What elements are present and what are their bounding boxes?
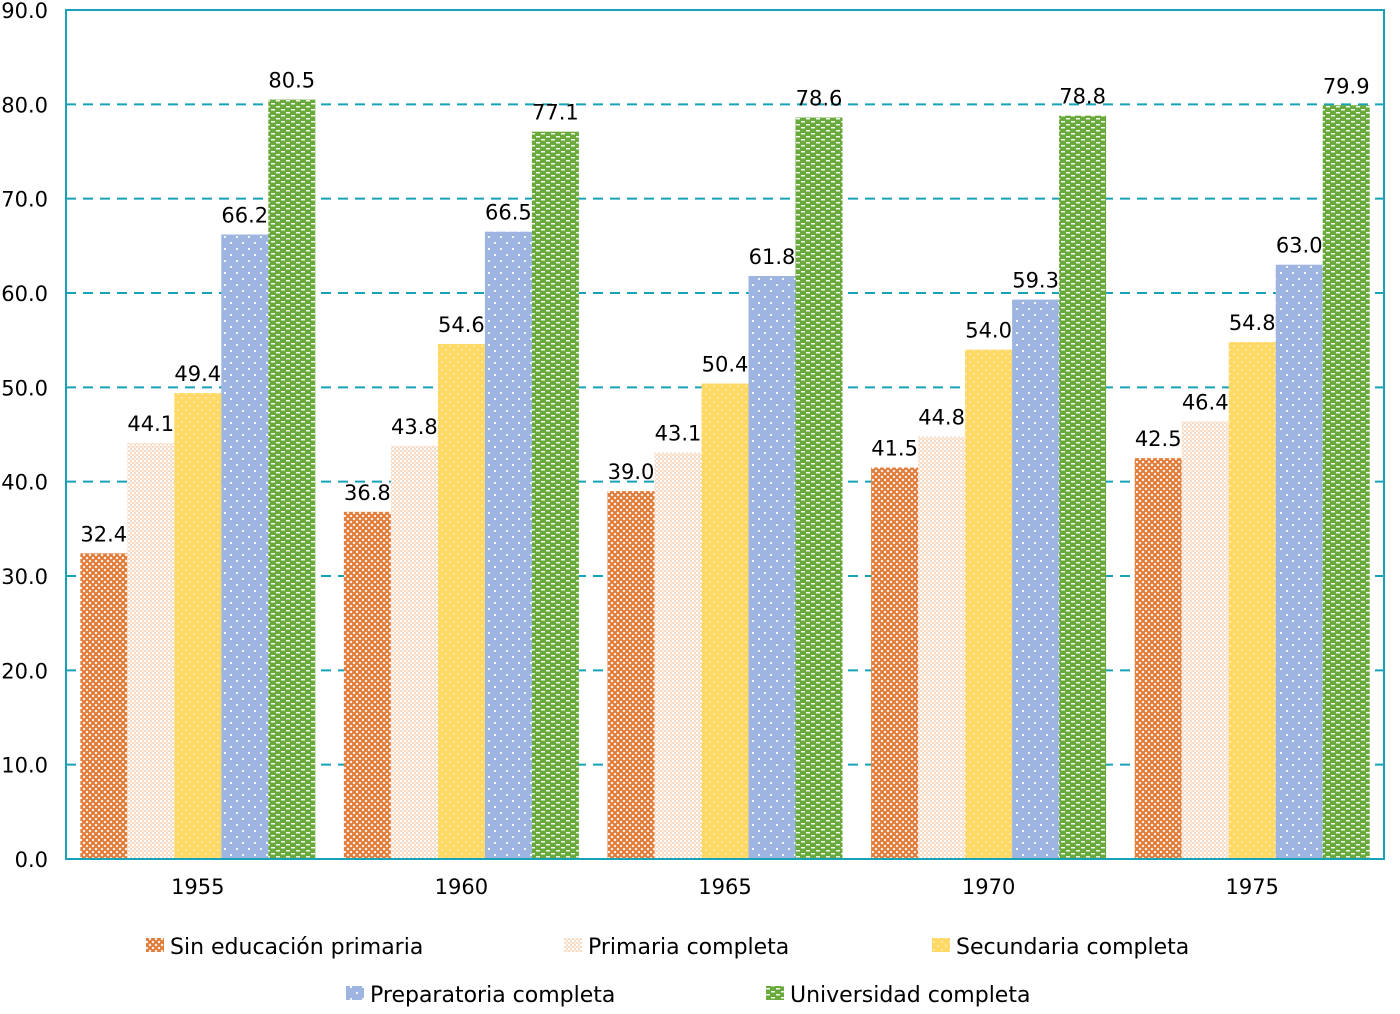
data-label: 66.5 — [485, 201, 532, 225]
data-label: 61.8 — [749, 245, 796, 269]
bar-secundaria-completa-1975 — [1228, 342, 1276, 859]
bar-primaria-completa-1965 — [654, 452, 702, 859]
legend-swatch — [932, 938, 950, 952]
data-label: 43.8 — [391, 415, 438, 439]
x-tick-label: 1970 — [962, 875, 1015, 899]
data-label: 54.6 — [438, 313, 485, 337]
bar-primaria-completa-1970 — [918, 436, 966, 859]
legend-swatch — [564, 938, 582, 952]
data-label: 77.1 — [532, 101, 579, 125]
legend-swatch — [766, 986, 784, 1000]
legend-label: Primaria completa — [588, 935, 789, 960]
legend-item: Preparatoria completa — [346, 983, 615, 1008]
data-label: 54.0 — [965, 319, 1012, 343]
y-tick-label: 80.0 — [1, 93, 48, 117]
data-label: 79.9 — [1323, 74, 1370, 98]
legend: Sin educación primaria Primaria completa S… — [146, 935, 1189, 1008]
data-label: 46.4 — [1182, 390, 1229, 414]
bar-universidad-completa-1965 — [795, 117, 843, 860]
bar-sin-educaci-n-primaria-1970 — [871, 467, 919, 859]
legend-item: Universidad completa — [766, 983, 1030, 1008]
bar-preparatoria-completa-1965 — [748, 276, 796, 859]
data-label: 44.8 — [918, 405, 965, 429]
x-axis-ticks: 1955 1960 1965 1970 1975 — [171, 875, 1279, 899]
data-label: 63.0 — [1276, 234, 1323, 258]
legend-label: Sin educación primaria — [170, 935, 423, 960]
data-label: 42.5 — [1135, 427, 1182, 451]
data-label: 80.5 — [268, 69, 315, 93]
legend-swatch — [146, 938, 164, 952]
data-label: 78.8 — [1059, 85, 1106, 109]
bar-preparatoria-completa-1960 — [484, 231, 532, 859]
y-tick-label: 20.0 — [1, 659, 48, 683]
bar-sin-educaci-n-primaria-1955 — [80, 553, 128, 859]
data-label: 43.1 — [655, 421, 702, 445]
legend-item: Sin educación primaria — [146, 935, 423, 960]
plot-frame — [65, 9, 1385, 860]
x-tick-label: 1975 — [1225, 875, 1278, 899]
y-tick-label: 30.0 — [1, 565, 48, 589]
bar-primaria-completa-1975 — [1181, 421, 1229, 859]
bar-sin-educaci-n-primaria-1965 — [607, 491, 655, 859]
bar-secundaria-completa-1960 — [437, 343, 485, 859]
legend-item: Primaria completa — [564, 935, 789, 960]
data-labels: 32.4 44.1 49.4 66.2 80.5 36.8 43.8 54.6 66.5 77.1… — [80, 69, 1369, 547]
bar-universidad-completa-1955 — [268, 99, 316, 859]
data-label: 54.8 — [1229, 311, 1276, 335]
data-label: 36.8 — [344, 481, 391, 505]
y-tick-label: 60.0 — [1, 282, 48, 306]
data-label: 50.4 — [702, 353, 749, 377]
bar-secundaria-completa-1955 — [174, 392, 222, 859]
bar-universidad-completa-1960 — [531, 131, 579, 859]
bar-secundaria-completa-1970 — [965, 349, 1013, 859]
data-label: 39.0 — [608, 460, 655, 484]
bar-preparatoria-completa-1975 — [1275, 264, 1323, 859]
data-label: 44.1 — [127, 412, 174, 436]
data-label: 78.6 — [796, 87, 843, 111]
x-tick-label: 1955 — [171, 875, 224, 899]
bar-universidad-completa-1975 — [1322, 105, 1370, 859]
x-tick-label: 1965 — [698, 875, 751, 899]
bar-primaria-completa-1960 — [390, 445, 438, 859]
y-tick-label: 90.0 — [1, 0, 48, 23]
y-axis-ticks: 0.0 10.0 20.0 30.0 40.0 50.0 60.0 70.0 80.0 90.0 — [1, 0, 48, 872]
y-tick-label: 40.0 — [1, 471, 48, 495]
data-label: 41.5 — [871, 437, 918, 461]
legend-label: Universidad completa — [790, 983, 1030, 1008]
legend-label: Preparatoria completa — [370, 983, 615, 1008]
data-label: 49.4 — [174, 362, 221, 386]
data-label: 66.2 — [221, 204, 268, 228]
bar-sin-educaci-n-primaria-1975 — [1134, 458, 1182, 859]
y-tick-label: 50.0 — [1, 376, 48, 400]
legend-swatch — [346, 986, 364, 1000]
y-tick-label: 70.0 — [1, 188, 48, 212]
bar-preparatoria-completa-1970 — [1012, 299, 1060, 859]
y-tick-label: 0.0 — [15, 848, 48, 872]
legend-label: Secundaria completa — [956, 935, 1189, 960]
legend-item: Secundaria completa — [932, 935, 1189, 960]
plot-border — [65, 9, 1385, 860]
bar-secundaria-completa-1965 — [701, 383, 749, 859]
bars — [80, 99, 1370, 860]
y-tick-label: 10.0 — [1, 754, 48, 778]
bar-primaria-completa-1955 — [127, 442, 175, 859]
data-label: 32.4 — [80, 522, 127, 546]
bar-sin-educaci-n-primaria-1960 — [343, 511, 391, 859]
bar-universidad-completa-1970 — [1059, 115, 1107, 860]
data-label: 59.3 — [1012, 269, 1059, 293]
x-tick-label: 1960 — [435, 875, 488, 899]
bar-preparatoria-completa-1955 — [221, 234, 269, 860]
